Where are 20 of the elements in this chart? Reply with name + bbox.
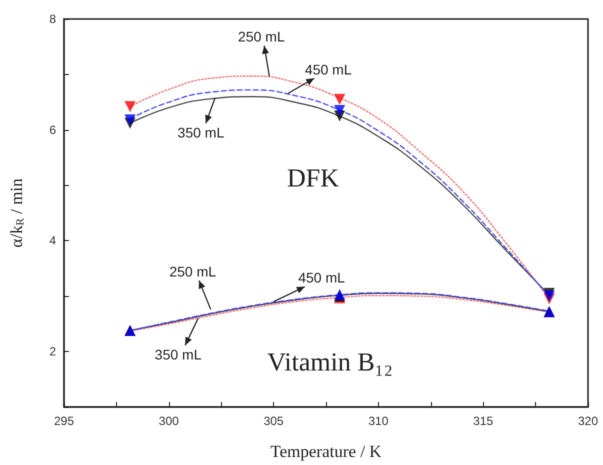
y-axis-title: α/kR / min — [7, 178, 26, 248]
annotation: DFK — [286, 164, 340, 192]
y-tick-label: 4 — [49, 234, 56, 248]
x-tick-label: 310 — [368, 414, 389, 428]
annotation: 250 mL — [238, 28, 285, 45]
y-tick-label: 8 — [49, 12, 56, 26]
x-tick-label: 300 — [158, 414, 180, 428]
annotation: 450 mL — [304, 61, 352, 78]
annotation: 450 mL — [298, 270, 346, 286]
x-tick-label: 320 — [578, 414, 598, 428]
x-axis-title: Temperature / K — [270, 442, 382, 461]
annotation: Vitamin B₁₂ — [267, 348, 393, 376]
x-tick-label: 315 — [473, 414, 494, 428]
x-tick-label: 295 — [54, 414, 74, 428]
annotation: 250 mL — [169, 263, 216, 280]
annotation: 350 mL — [178, 124, 224, 140]
x-tick-label: 305 — [264, 414, 284, 428]
y-tick-label: 2 — [49, 344, 56, 359]
annotation: 350 mL — [154, 346, 202, 362]
y-tick-label: 6 — [49, 122, 56, 137]
